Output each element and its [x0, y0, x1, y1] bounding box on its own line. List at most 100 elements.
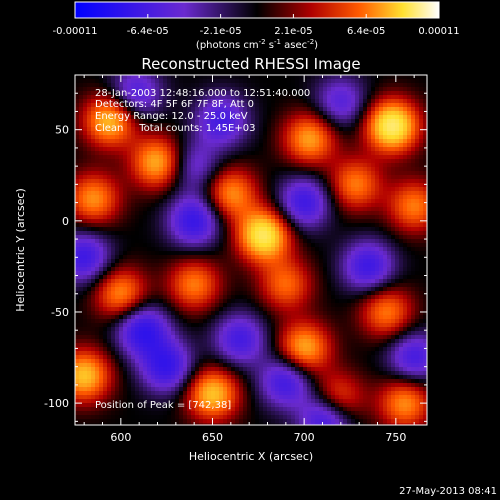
heatmap-cell: [211, 111, 215, 115]
heatmap-cell: [99, 171, 103, 175]
heatmap-cell: [323, 279, 327, 283]
heatmap-cell: [339, 135, 343, 139]
heatmap-cell: [95, 287, 99, 291]
heatmap-cell: [251, 203, 255, 207]
heatmap-cell: [83, 239, 87, 243]
heatmap-cell: [391, 95, 395, 99]
heatmap-cell: [291, 219, 295, 223]
heatmap-cell: [187, 131, 191, 135]
heatmap-cell: [175, 291, 179, 295]
heatmap-cell: [215, 163, 219, 167]
heatmap-cell: [371, 251, 375, 255]
heatmap-cell: [203, 267, 207, 271]
heatmap-cell: [171, 143, 175, 147]
heatmap-cell: [243, 115, 247, 119]
heatmap-cell: [159, 103, 163, 107]
heatmap-cell: [379, 215, 383, 219]
heatmap-cell: [379, 255, 383, 259]
heatmap-cell: [211, 143, 215, 147]
heatmap-cell: [415, 83, 419, 87]
heatmap-cell: [351, 175, 355, 179]
heatmap-cell: [135, 219, 139, 223]
heatmap-cell: [135, 159, 139, 163]
heatmap-cell: [295, 87, 299, 91]
heatmap-cell: [259, 299, 263, 303]
heatmap-cell: [95, 179, 99, 183]
heatmap-cell: [239, 299, 243, 303]
heatmap-cell: [347, 191, 351, 195]
heatmap-cell: [375, 263, 379, 267]
heatmap-cell: [79, 159, 83, 163]
heatmap-cell: [307, 75, 311, 79]
heatmap-cell: [211, 127, 215, 131]
heatmap-cell: [203, 299, 207, 303]
heatmap-cell: [223, 263, 227, 267]
heatmap-cell: [223, 299, 227, 303]
heatmap-cell: [363, 239, 367, 243]
heatmap-cell: [423, 275, 427, 279]
heatmap-cell: [127, 155, 131, 159]
heatmap-cell: [195, 279, 199, 283]
heatmap-cell: [227, 287, 231, 291]
heatmap-cell: [307, 183, 311, 187]
heatmap-cell: [275, 127, 279, 131]
heatmap-cell: [295, 279, 299, 283]
heatmap-cell: [183, 267, 187, 271]
heatmap-cell: [123, 139, 127, 143]
heatmap-cell: [331, 255, 335, 259]
heatmap-cell: [191, 179, 195, 183]
heatmap-cell: [243, 103, 247, 107]
heatmap-cell: [115, 75, 119, 79]
heatmap-cell: [219, 223, 223, 227]
heatmap-cell: [135, 187, 139, 191]
heatmap-cell: [327, 159, 331, 163]
heatmap-cell: [255, 95, 259, 99]
heatmap-cell: [251, 195, 255, 199]
heatmap-cell: [311, 107, 315, 111]
heatmap-cell: [79, 131, 83, 135]
heatmap-cell: [263, 183, 267, 187]
heatmap-cell: [127, 167, 131, 171]
heatmap-cell: [239, 211, 243, 215]
heatmap-cell: [411, 263, 415, 267]
heatmap-cell: [111, 247, 115, 251]
heatmap-cell: [339, 131, 343, 135]
heatmap-cell: [87, 139, 91, 143]
heatmap-cell: [347, 295, 351, 299]
heatmap-cell: [395, 255, 399, 259]
heatmap-cell: [227, 159, 231, 163]
heatmap-cell: [219, 247, 223, 251]
heatmap-cell: [135, 183, 139, 187]
heatmap-cell: [139, 271, 143, 275]
heatmap-cell: [227, 127, 231, 131]
heatmap-cell: [291, 235, 295, 239]
heatmap-cell: [127, 219, 131, 223]
heatmap-cell: [95, 215, 99, 219]
heatmap-cell: [179, 275, 183, 279]
heatmap-cell: [319, 151, 323, 155]
heatmap-cell: [175, 231, 179, 235]
heatmap-cell: [307, 167, 311, 171]
heatmap-cell: [199, 87, 203, 91]
heatmap-cell: [391, 259, 395, 263]
heatmap-cell: [239, 191, 243, 195]
heatmap-cell: [187, 187, 191, 191]
heatmap-cell: [395, 151, 399, 155]
heatmap-cell: [223, 271, 227, 275]
heatmap-cell: [151, 135, 155, 139]
heatmap-cell: [107, 243, 111, 247]
heatmap-cell: [87, 295, 91, 299]
heatmap-cell: [319, 191, 323, 195]
heatmap-cell: [407, 179, 411, 183]
heatmap-cell: [107, 155, 111, 159]
heatmap-cell: [307, 255, 311, 259]
heatmap-cell: [355, 207, 359, 211]
heatmap-cell: [347, 115, 351, 119]
heatmap-cell: [167, 127, 171, 131]
heatmap-cell: [419, 115, 423, 119]
heatmap-cell: [139, 259, 143, 263]
heatmap-cell: [395, 159, 399, 163]
heatmap-cell: [223, 167, 227, 171]
heatmap-cell: [151, 99, 155, 103]
heatmap-cell: [267, 179, 271, 183]
